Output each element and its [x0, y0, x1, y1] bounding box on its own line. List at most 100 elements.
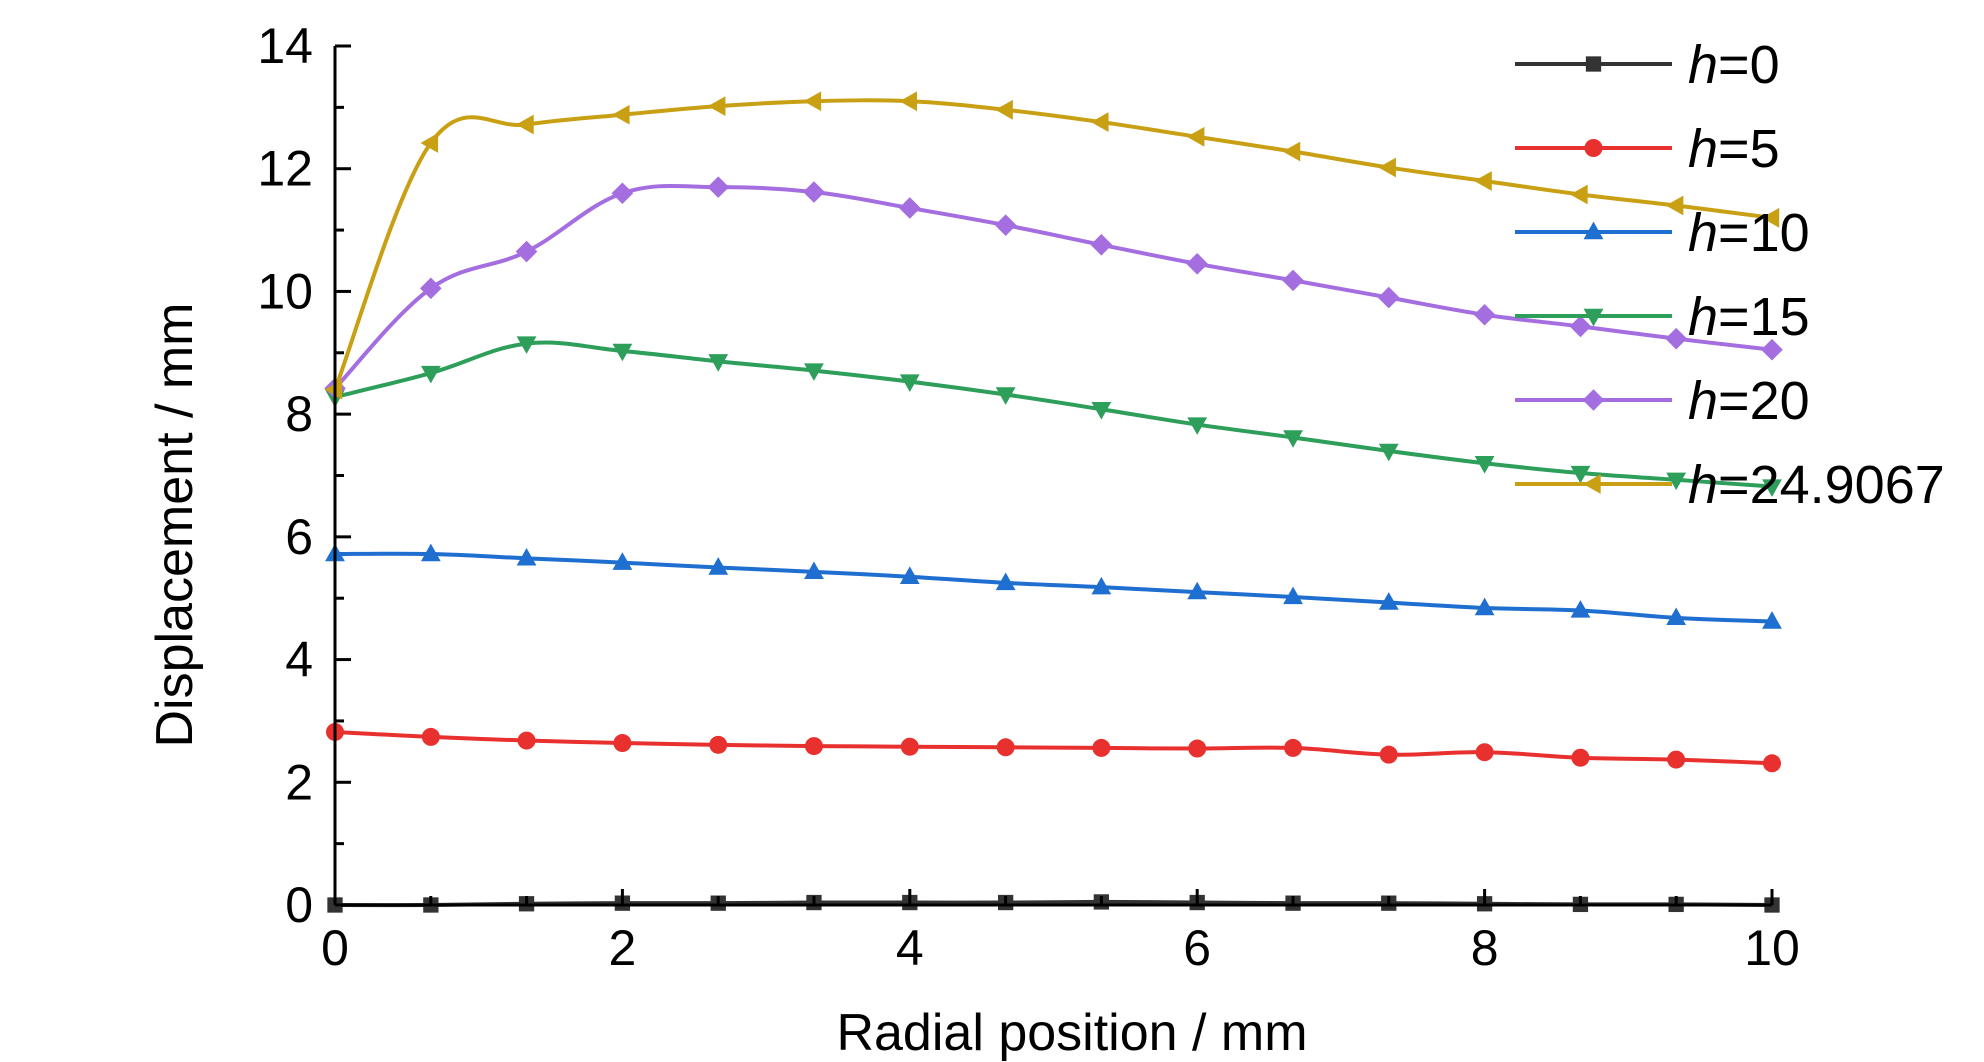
- data-point: [803, 91, 822, 112]
- y-tick-label: 2: [285, 754, 313, 810]
- data-point: [1570, 600, 1591, 618]
- data-point: [517, 731, 536, 750]
- series-0: [327, 894, 1780, 913]
- series-curves: [324, 91, 1783, 913]
- data-point: [516, 336, 537, 354]
- data-point: [324, 379, 343, 400]
- data-point: [1666, 472, 1687, 491]
- data-point: [1763, 754, 1781, 773]
- x-tick-label: 10: [1744, 920, 1800, 976]
- data-point: [708, 557, 729, 575]
- legend-swatch-marker: [1582, 389, 1605, 411]
- data-point: [1188, 739, 1207, 758]
- series-4: [324, 176, 1783, 400]
- data-point: [804, 737, 823, 756]
- data-point: [420, 365, 441, 384]
- legend-swatch-marker: [1585, 56, 1602, 72]
- series-line: [333, 183, 1774, 391]
- data-point: [1282, 269, 1304, 292]
- data-point: [1570, 184, 1588, 205]
- y-tick-label: 6: [285, 509, 313, 565]
- data-point: [1283, 430, 1303, 448]
- data-point: [1665, 327, 1687, 350]
- data-point: [1284, 738, 1303, 757]
- data-point: [899, 566, 920, 584]
- y-axis-title: Displacement / mm: [146, 303, 204, 748]
- y-tick-label: 10: [257, 263, 313, 319]
- data-point: [420, 543, 441, 562]
- data-point: [803, 181, 825, 203]
- data-point: [1571, 748, 1590, 767]
- axes: 0 2 4 6 8 10 0 2 4 6 8 10 12 14: [257, 18, 1799, 976]
- data-point: [1569, 315, 1592, 338]
- legend-label: h=0: [1688, 35, 1780, 95]
- data-point: [516, 547, 537, 566]
- legend-label: h=20: [1688, 371, 1810, 431]
- data-point: [708, 354, 729, 372]
- x-tick-label: 8: [1471, 920, 1499, 976]
- data-point: [1283, 586, 1303, 605]
- data-point: [1378, 157, 1396, 178]
- legend-swatch-marker: [1583, 308, 1604, 327]
- legend-entry: h=0: [1515, 35, 1780, 95]
- data-point: [707, 176, 730, 198]
- series-2: [325, 543, 1782, 629]
- data-point: [1378, 592, 1399, 610]
- x-tick-label: 2: [608, 920, 636, 976]
- y-tick-label: 0: [285, 877, 313, 933]
- data-point: [1761, 338, 1783, 361]
- x-tick-label: 0: [321, 920, 349, 976]
- data-point: [1378, 443, 1399, 462]
- data-point: [1570, 465, 1591, 484]
- data-point: [1761, 207, 1780, 228]
- data-point: [1666, 607, 1687, 626]
- data-point: [899, 197, 921, 219]
- data-point: [707, 96, 726, 117]
- data-point: [421, 727, 440, 746]
- x-axis-title: Radial position / mm: [836, 1004, 1307, 1062]
- data-point: [1665, 195, 1684, 216]
- data-point: [1379, 745, 1398, 764]
- series-line: [333, 340, 1774, 489]
- legend-entry: h=15: [1515, 287, 1810, 347]
- data-point: [516, 114, 534, 135]
- data-point: [995, 99, 1013, 120]
- data-point: [1092, 738, 1111, 757]
- data-point: [899, 374, 920, 392]
- series-line: [333, 729, 1774, 766]
- data-point: [515, 240, 538, 263]
- legend-swatch-marker: [1583, 221, 1604, 240]
- legend-label: h=15: [1688, 287, 1810, 347]
- data-point: [613, 734, 632, 753]
- x-tick-label: 6: [1183, 920, 1211, 976]
- data-point: [804, 363, 824, 381]
- data-point: [1377, 286, 1400, 309]
- data-point: [804, 561, 824, 580]
- series-1: [326, 722, 1781, 773]
- legend-label: h=5: [1688, 119, 1780, 179]
- data-point: [1186, 126, 1205, 147]
- data-point: [1091, 402, 1112, 420]
- data-point: [1762, 479, 1782, 497]
- legend: h=0 h=5 h=10 h=15 h=20 h=24.9067: [1515, 35, 1945, 515]
- data-point: [996, 738, 1015, 757]
- data-point: [420, 133, 439, 153]
- legend-swatch-marker: [1584, 139, 1603, 157]
- data-point: [420, 277, 442, 300]
- legend-label: h=24.9067: [1688, 455, 1945, 515]
- y-tick-label: 12: [257, 141, 313, 197]
- data-point: [1475, 743, 1494, 762]
- data-point: [1282, 141, 1301, 162]
- data-point: [1667, 750, 1686, 769]
- y-tick-label: 14: [257, 18, 313, 74]
- data-point: [1187, 417, 1208, 435]
- data-point: [900, 737, 919, 756]
- y-tick-label: 8: [285, 386, 313, 442]
- data-point: [612, 104, 630, 125]
- data-point: [899, 91, 917, 112]
- data-point: [1186, 253, 1208, 275]
- series-5: [324, 91, 1780, 400]
- data-point: [1091, 112, 1109, 132]
- series-3: [325, 336, 1782, 497]
